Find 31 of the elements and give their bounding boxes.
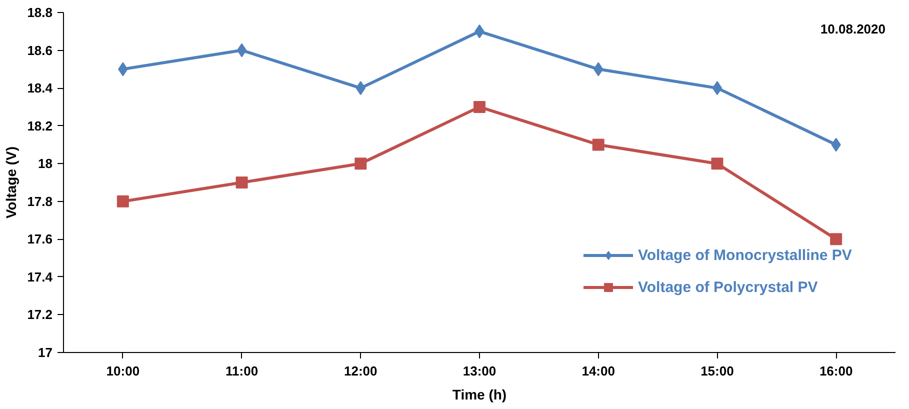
y-tick-label: 17 [38,345,53,360]
y-tick-label: 17.8 [27,194,53,209]
point [592,138,604,151]
y-tick-label: 17.2 [27,307,53,322]
annotation: 10.08.2020 [820,22,886,36]
x-tick-label: 10:00 [106,364,140,378]
point [711,158,724,170]
y-tick-label: 18.2 [27,118,53,134]
point [236,176,248,188]
point [354,158,367,170]
point [474,100,486,113]
x-tick-label: 13:00 [462,364,496,378]
legend-label: Voltage of Polycrystal PV [638,278,818,296]
y-tick-label: 17.4 [27,269,54,284]
y-tick-label: 17.6 [27,232,53,247]
point [830,233,842,246]
x-tick-label: 11:00 [226,364,258,378]
y-tick-label: 18 [38,156,53,172]
y-tick-label: 18.6 [27,42,53,58]
x-tick-label: 15:00 [700,364,734,378]
x-axis-title: Time (h) [452,386,507,402]
y-tick-label: 18.8 [27,5,53,20]
point [116,195,129,208]
x-tick-label: 16:00 [819,364,853,378]
point [236,43,247,58]
x-tick-label: 12:00 [344,364,378,378]
x-tick-label: 14:00 [582,364,615,378]
point [712,81,722,96]
legend-label: Voltage of Monocrystalline PV [638,246,852,264]
y-axis-title: Voltage (V) [3,146,20,219]
y-tick-label: 18.4 [27,80,54,96]
